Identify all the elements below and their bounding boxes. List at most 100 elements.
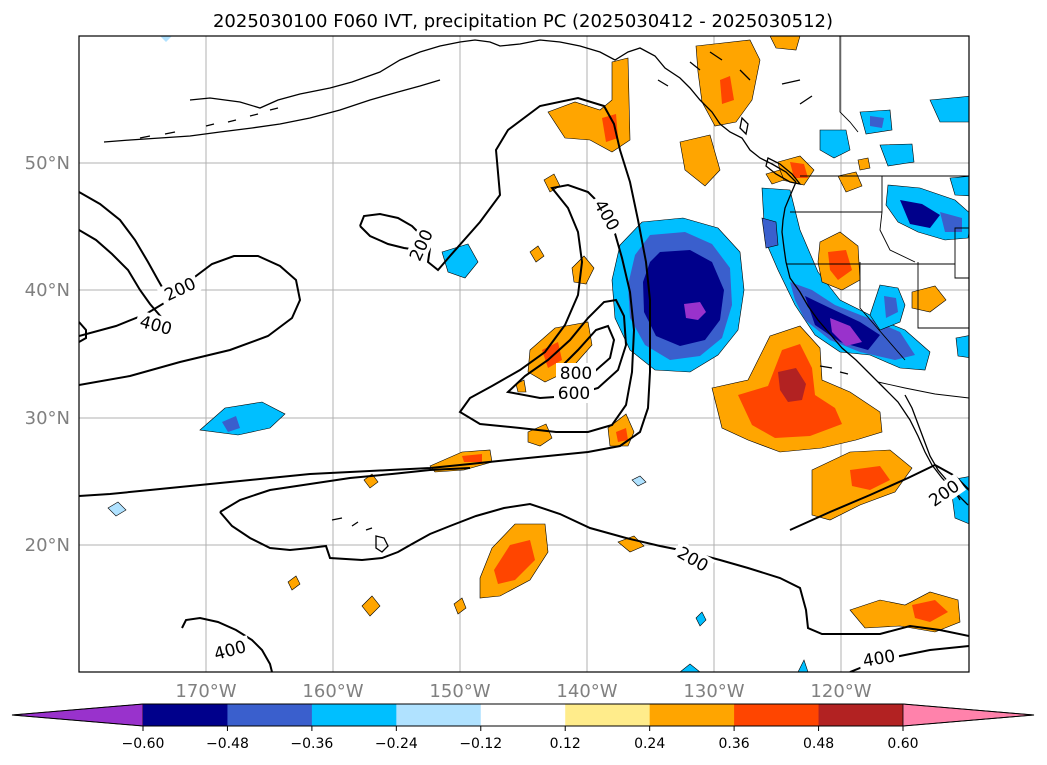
precip-neg-westpac-core	[222, 416, 240, 432]
ivt-400-bottom-left	[181, 616, 273, 672]
colorbar-segment	[818, 704, 904, 726]
alaska-coast	[189, 39, 797, 183]
colorbar-tick-label: −0.24	[375, 736, 418, 752]
precip-neg-tiny-3	[695, 611, 707, 627]
colorbar-extend-high	[902, 703, 1035, 727]
hawaii	[331, 517, 389, 553]
channel-islands	[819, 365, 849, 375]
precip-pos-bc-core	[720, 76, 734, 104]
precip-neg-idaho-core	[900, 200, 940, 228]
ivt-200-left	[79, 191, 167, 295]
precip-neg-westpac	[199, 401, 286, 436]
colorbar: −0.60 −0.48 −0.36 −0.24 −0.12 0.12 0.24 0.36 0.4…	[11, 703, 1035, 752]
lat-labels: 50°N 40°N 30°N 20°N	[25, 153, 70, 556]
lon-label-120w: 120°W	[810, 681, 871, 702]
map-panel: 200 400 200 400 800 600 200 200 400 400	[78, 35, 970, 673]
precip-neg-coast-peak	[830, 318, 862, 346]
precip-pos-s4-core	[462, 454, 482, 462]
precip-pos-oregon-core	[828, 250, 852, 280]
precip-pos-s7	[529, 245, 545, 263]
precip-neg-idaho-mid	[940, 212, 962, 232]
colorbar-segment	[649, 704, 735, 726]
precip-neg-tiny-2	[631, 475, 647, 487]
figure-title: 2025030100 F060 IVT, precipitation PC (2…	[213, 11, 833, 32]
precip-neg-offshore-core	[643, 250, 724, 346]
precip-neg-top-1	[160, 36, 172, 42]
colorbar-tick-label: −0.60	[122, 736, 165, 752]
colorbar-segment	[143, 704, 228, 726]
lon-labels: 170°W 160°W 150°W 140°W 130°W 120°W	[175, 681, 871, 702]
precip-neg-midpac	[441, 243, 479, 279]
precip-neg-coast-small	[761, 217, 779, 249]
lat-label-50n: 50°N	[25, 153, 70, 174]
precip-pos-vancouver-core	[790, 162, 808, 178]
bc-coast	[781, 181, 969, 506]
utah-border	[917, 262, 969, 329]
lon-label-170w: 170°W	[175, 681, 236, 702]
contour-label: 600	[558, 384, 590, 404]
precip-pos-s9	[287, 575, 301, 591]
alaska-interior-lakes	[657, 51, 813, 105]
lat-label-20n: 20°N	[25, 535, 70, 556]
precip-neg-bc-2-core	[870, 116, 884, 128]
ivt-left-tab	[79, 321, 87, 343]
lat-label-30n: 30°N	[25, 408, 70, 429]
haida-gwaii	[739, 116, 749, 136]
contour-label: 800	[560, 364, 592, 384]
lon-label-150w: 150°W	[429, 681, 490, 702]
precip-neg-bottom-2	[797, 659, 809, 672]
idaho-border	[879, 176, 916, 263]
precip-neg-bc-1	[819, 129, 851, 159]
ivt-contours	[79, 96, 969, 672]
precip-pos-socal-core	[778, 368, 806, 402]
precip-neg-bc-5	[949, 175, 969, 197]
colorbar-tick-label: −0.36	[290, 736, 333, 752]
precip-neg-bc-3	[879, 143, 915, 167]
precip-pos-bc-top	[769, 36, 801, 51]
colorbar-tick-label: 0.60	[887, 736, 918, 752]
borders	[786, 36, 969, 399]
colorbar-tick-label: −0.12	[459, 736, 502, 752]
precip-pos-s13	[765, 169, 785, 185]
precip-pos-s12	[857, 157, 871, 171]
colorbar-segment	[227, 704, 313, 726]
precip-neg-nevada-core	[884, 296, 898, 318]
lat-label-40n: 40°N	[25, 280, 70, 301]
lon-label-130w: 130°W	[683, 681, 744, 702]
precip-neg-utah	[955, 335, 969, 358]
precip-pos-se-core	[912, 600, 948, 622]
precip-pos-south-core	[494, 540, 535, 584]
map-frame	[78, 35, 970, 673]
precip-pos-idaho-small	[837, 171, 863, 193]
vancouver-island	[765, 157, 802, 185]
precip-pos-s10	[361, 595, 381, 617]
colorbar-tick-label: 0.36	[719, 736, 750, 752]
precip-neg-bottom-1	[679, 663, 701, 672]
precip-neg-bc-4	[929, 95, 969, 123]
mex-border	[877, 381, 969, 399]
ak-bc-border	[839, 36, 859, 133]
ivt-800	[557, 324, 616, 374]
precip-pos-s3-core	[616, 428, 628, 442]
precip-pos-s11	[453, 597, 467, 615]
lon-label-140w: 140°W	[556, 681, 617, 702]
precip-pos-bc-2	[679, 134, 721, 187]
nevada-border	[859, 262, 906, 361]
colorbar-segment	[480, 704, 566, 726]
ivt-200-south	[219, 502, 969, 637]
colorbar-segment	[734, 704, 820, 726]
lon-label-160w: 160°W	[302, 681, 363, 702]
alaska-peninsula	[103, 79, 441, 143]
colorbar-segment	[396, 704, 482, 726]
ivt-400-left	[79, 229, 175, 331]
ivt-200-southwest-arm	[219, 467, 471, 513]
precip-pos-nevada	[911, 285, 947, 313]
ivt-200-upper	[79, 96, 651, 497]
precip-pos-gulf-core	[602, 114, 618, 142]
colorbar-tick-label: −0.48	[206, 736, 249, 752]
aleutian-islands	[139, 107, 279, 139]
colorbar-tick-label: 0.24	[634, 736, 665, 752]
wy-border	[954, 227, 969, 279]
colorbar-segment	[565, 704, 651, 726]
